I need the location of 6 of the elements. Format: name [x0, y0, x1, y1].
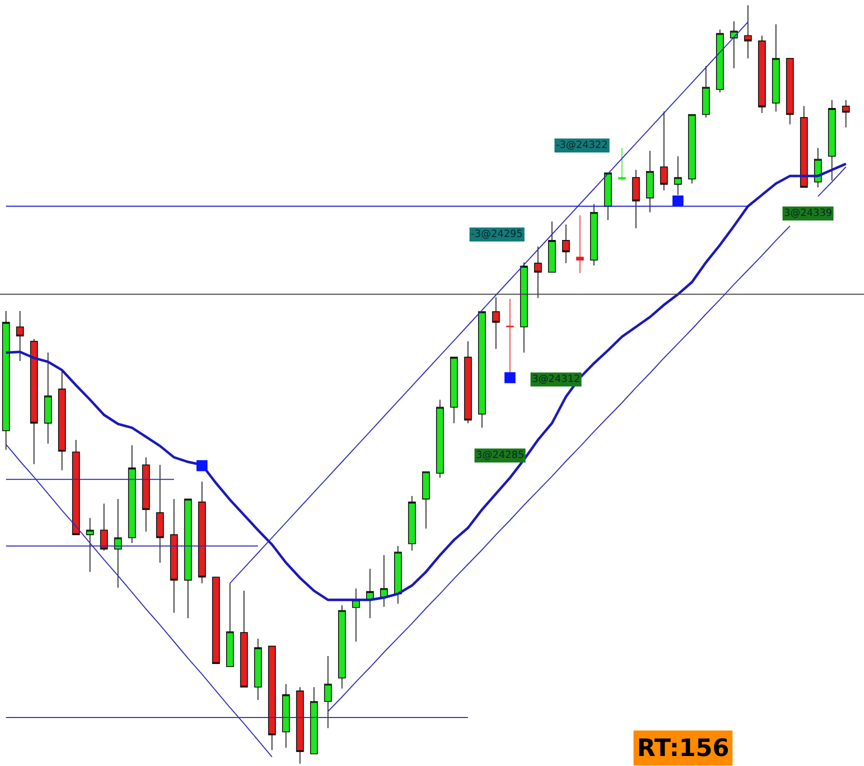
- annotation: 3@24285: [476, 450, 524, 461]
- annotation: -3@24322: [556, 140, 608, 151]
- annotation: 3@24312: [532, 374, 580, 385]
- annotation: RT:156: [637, 734, 730, 762]
- annotation: 3@24339: [784, 208, 832, 219]
- annotation: -3@24295: [471, 229, 523, 240]
